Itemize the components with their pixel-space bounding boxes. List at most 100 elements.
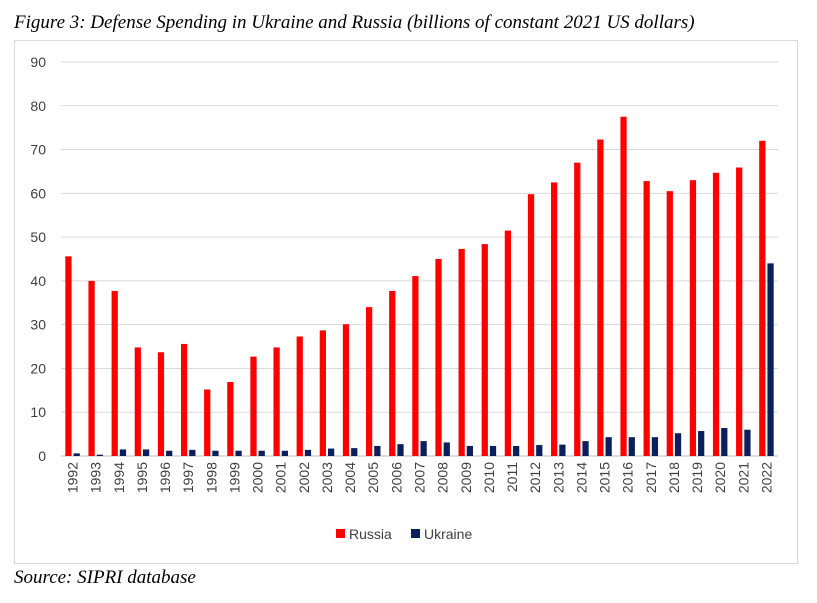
x-tick-label: 2021 xyxy=(735,462,751,493)
y-tick-label: 60 xyxy=(30,185,46,201)
bar-russia-1994 xyxy=(112,291,118,456)
x-tick-label: 1992 xyxy=(65,462,81,493)
x-tick-label: 2007 xyxy=(412,462,428,493)
x-tick-label: 1996 xyxy=(157,462,173,493)
bar-ukraine-1999 xyxy=(235,451,241,456)
bar-russia-2022 xyxy=(759,141,765,456)
bar-ukraine-2005 xyxy=(374,446,380,456)
bar-ukraine-1992 xyxy=(74,453,80,456)
y-tick-label: 40 xyxy=(30,273,46,289)
bar-russia-2004 xyxy=(343,324,349,456)
bar-russia-1997 xyxy=(181,344,187,456)
legend: Russia Ukraine xyxy=(336,526,472,542)
bar-russia-2010 xyxy=(482,244,488,456)
bar-russia-1995 xyxy=(135,347,141,456)
y-tick-label: 20 xyxy=(30,360,46,376)
legend-label-ukraine: Ukraine xyxy=(424,526,472,542)
bar-russia-2001 xyxy=(273,347,279,456)
y-tick-label: 10 xyxy=(30,404,46,420)
bar-ukraine-2011 xyxy=(513,446,519,456)
legend-swatch-russia xyxy=(336,529,345,538)
x-tick-label: 2022 xyxy=(758,462,774,493)
x-axis-tick-labels: 1992 1993 1994 1995 1996 1997 1998 1999 2000 2001… xyxy=(65,462,775,493)
bar-russia-1996 xyxy=(158,352,164,456)
y-tick-label: 0 xyxy=(38,448,46,464)
x-tick-label: 2017 xyxy=(643,462,659,493)
x-tick-label: 1998 xyxy=(203,462,219,493)
bar-ukraine-2003 xyxy=(328,449,334,456)
bar-ukraine-1996 xyxy=(166,451,172,456)
bar-ukraine-2006 xyxy=(397,444,403,456)
x-tick-label: 2004 xyxy=(342,462,358,493)
bar-ukraine-2007 xyxy=(421,441,427,456)
bar-russia-2002 xyxy=(297,336,303,456)
bar-ukraine-2017 xyxy=(652,437,658,456)
bar-russia-1998 xyxy=(204,389,210,456)
bar-ukraine-1995 xyxy=(143,449,149,456)
bar-russia-2006 xyxy=(389,291,395,456)
x-tick-label: 2018 xyxy=(666,462,682,493)
bar-russia-2018 xyxy=(667,191,673,456)
x-tick-label: 2009 xyxy=(458,462,474,493)
x-tick-label: 2012 xyxy=(527,462,543,493)
bar-ukraine-2004 xyxy=(351,448,357,456)
x-tick-label: 2020 xyxy=(712,462,728,493)
y-tick-label: 90 xyxy=(30,54,46,70)
figure-source: Source: SIPRI database xyxy=(14,567,196,589)
bar-ukraine-2002 xyxy=(305,450,311,456)
x-tick-label: 1997 xyxy=(180,462,196,493)
x-tick-label: 2002 xyxy=(296,462,312,493)
y-tick-label: 30 xyxy=(30,317,46,333)
x-tick-label: 2015 xyxy=(597,462,613,493)
bars xyxy=(65,117,773,456)
bar-ukraine-2008 xyxy=(444,442,450,456)
bar-ukraine-1993 xyxy=(97,455,103,456)
x-tick-label: 2014 xyxy=(573,462,589,493)
bar-russia-2016 xyxy=(620,117,626,456)
bar-ukraine-2010 xyxy=(490,446,496,456)
bar-russia-2014 xyxy=(574,163,580,456)
bar-russia-2013 xyxy=(551,182,557,456)
bar-ukraine-2018 xyxy=(675,433,681,456)
bar-russia-2005 xyxy=(366,307,372,456)
x-tick-label: 2016 xyxy=(620,462,636,493)
bar-ukraine-2013 xyxy=(559,445,565,456)
bar-ukraine-2009 xyxy=(467,446,473,456)
bar-russia-2008 xyxy=(435,259,441,456)
y-tick-label: 50 xyxy=(30,229,46,245)
bar-ukraine-2016 xyxy=(629,437,635,456)
x-tick-label: 2013 xyxy=(550,462,566,493)
bar-russia-2007 xyxy=(412,276,418,456)
x-tick-label: 2019 xyxy=(689,462,705,493)
bar-russia-1999 xyxy=(227,382,233,456)
bar-ukraine-2019 xyxy=(698,431,704,456)
x-tick-label: 2010 xyxy=(481,462,497,493)
bar-ukraine-2021 xyxy=(744,430,750,456)
bar-russia-2020 xyxy=(713,173,719,456)
x-tick-label: 2005 xyxy=(365,462,381,493)
bar-russia-2015 xyxy=(597,139,603,456)
y-axis-tick-labels: 0 10 20 30 40 50 60 70 80 90 xyxy=(30,54,46,464)
bar-russia-2021 xyxy=(736,168,742,456)
legend-swatch-ukraine xyxy=(411,529,420,538)
bar-russia-2003 xyxy=(320,330,326,456)
bar-russia-2009 xyxy=(459,249,465,456)
bar-ukraine-1994 xyxy=(120,449,126,456)
bar-ukraine-1997 xyxy=(189,450,195,456)
bar-ukraine-2020 xyxy=(721,428,727,456)
bar-ukraine-2022 xyxy=(767,263,773,456)
bar-ukraine-2014 xyxy=(582,441,588,456)
x-tick-label: 1995 xyxy=(134,462,150,493)
bar-russia-2019 xyxy=(690,180,696,456)
bar-russia-2000 xyxy=(250,357,256,456)
bar-ukraine-2012 xyxy=(536,445,542,456)
x-tick-label: 2008 xyxy=(435,462,451,493)
x-tick-label: 2000 xyxy=(250,462,266,493)
bar-ukraine-2000 xyxy=(259,451,265,456)
x-tick-label: 2003 xyxy=(319,462,335,493)
x-tick-label: 2011 xyxy=(504,462,520,492)
x-tick-label: 1993 xyxy=(88,462,104,493)
bar-ukraine-2001 xyxy=(282,451,288,456)
x-tick-label: 2001 xyxy=(273,462,289,493)
